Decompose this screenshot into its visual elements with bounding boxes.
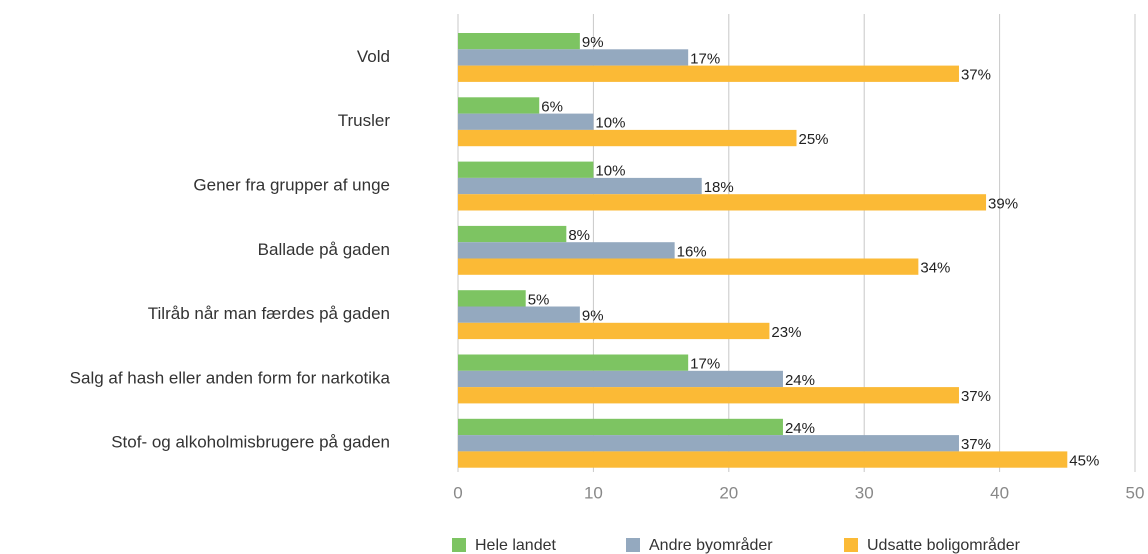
legend-label: Hele landet — [475, 537, 557, 554]
value-label: 39% — [988, 195, 1018, 212]
value-label: 16% — [677, 243, 707, 260]
category-label: Gener fra grupper af unge — [193, 176, 390, 195]
bar — [458, 290, 526, 307]
category-label: Vold — [357, 47, 390, 66]
value-label: 10% — [595, 115, 625, 132]
bar — [458, 451, 1068, 468]
value-label: 24% — [785, 420, 815, 437]
legend-label: Udsatte boligområder — [867, 536, 1021, 554]
value-label: 17% — [690, 50, 720, 67]
x-tick-label: 40 — [990, 483, 1009, 502]
category-label: Trusler — [338, 111, 391, 130]
bar — [458, 194, 987, 211]
bar — [458, 354, 689, 371]
value-label: 34% — [920, 260, 950, 277]
bar — [458, 49, 689, 66]
bar — [458, 306, 580, 323]
bar — [458, 113, 594, 130]
value-label: 37% — [961, 388, 991, 405]
bar — [458, 387, 959, 404]
legend-swatch — [452, 538, 466, 552]
value-label: 18% — [704, 179, 734, 196]
value-label: 9% — [582, 34, 604, 51]
x-tick-label: 10 — [584, 483, 603, 502]
value-label: 45% — [1069, 453, 1099, 470]
bar — [458, 435, 959, 452]
bar — [458, 65, 959, 82]
value-label: 25% — [799, 131, 829, 148]
value-label: 37% — [961, 67, 991, 84]
value-label: 24% — [785, 372, 815, 389]
value-label: 9% — [582, 308, 604, 325]
bar — [458, 258, 919, 275]
category-label: Tilråb når man færdes på gaden — [148, 304, 390, 323]
category-label: Salg af hash eller anden form for narkot… — [70, 368, 391, 387]
bar — [458, 418, 783, 436]
value-label: 8% — [568, 227, 590, 244]
bar — [458, 370, 783, 388]
value-label: 23% — [771, 324, 801, 341]
bar — [458, 33, 580, 50]
category-label: Ballade på gaden — [258, 240, 390, 259]
bar — [458, 322, 770, 340]
value-label: 10% — [595, 163, 625, 180]
category-label: Stof- og alkoholmisbrugere på gaden — [111, 433, 390, 452]
bar — [458, 177, 702, 195]
x-tick-label: 0 — [453, 483, 462, 502]
x-tick-label: 50 — [1126, 483, 1145, 502]
bar — [458, 225, 567, 243]
bar — [458, 161, 594, 178]
x-tick-label: 30 — [855, 483, 874, 502]
value-label: 37% — [961, 436, 991, 453]
bar — [458, 242, 675, 259]
legend-swatch — [626, 538, 640, 552]
bar — [458, 97, 540, 114]
value-label: 17% — [690, 356, 720, 373]
legend-label: Andre byområder — [649, 536, 773, 554]
bar — [458, 129, 797, 147]
value-label: 5% — [528, 291, 550, 308]
legend-swatch — [844, 538, 858, 552]
x-tick-label: 20 — [719, 483, 738, 502]
value-label: 6% — [541, 98, 563, 115]
